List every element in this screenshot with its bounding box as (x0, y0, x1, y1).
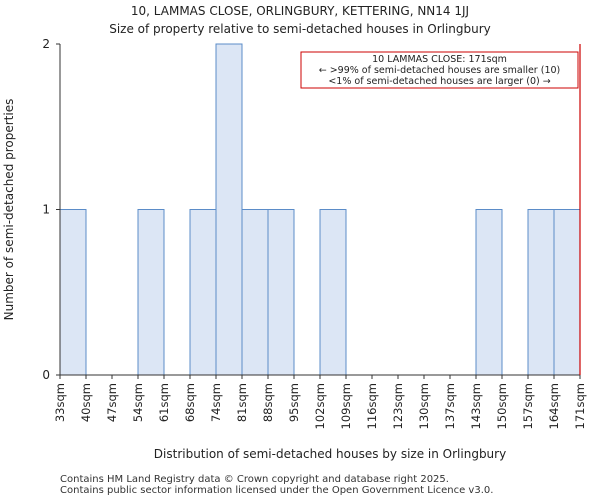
x-axis-title: Distribution of semi-detached houses by … (154, 447, 506, 461)
bar (475, 209, 503, 376)
x-tick-label: 68sqm (183, 383, 197, 422)
bar (267, 209, 295, 376)
x-tick-label: 171sqm (573, 383, 587, 429)
y-tick-label: 0 (42, 368, 50, 382)
bar (319, 209, 347, 376)
bar (59, 209, 87, 376)
chart-title: 10, LAMMAS CLOSE, ORLINGBURY, KETTERING,… (130, 4, 470, 18)
x-tick-label: 61sqm (157, 383, 171, 422)
y-tick-label: 2 (42, 37, 50, 51)
x-tick-label: 130sqm (417, 383, 431, 429)
annotation-line3: <1% of semi-detached houses are larger (… (328, 76, 550, 87)
x-tick-label: 40sqm (79, 383, 93, 422)
x-tick-label: 102sqm (313, 383, 327, 429)
x-tick-label: 123sqm (391, 383, 405, 429)
x-tick-label: 47sqm (105, 383, 119, 422)
x-tick-label: 33sqm (53, 383, 67, 422)
bar (215, 43, 243, 376)
footer-line-2: Contains public sector information licen… (60, 485, 494, 496)
y-tick-label: 1 (42, 203, 50, 217)
x-tick-label: 157sqm (521, 383, 535, 429)
x-tick-label: 143sqm (469, 383, 483, 429)
bar (241, 209, 269, 376)
footer-line-1: Contains HM Land Registry data © Crown c… (60, 474, 449, 485)
y-axis-title: Number of semi-detached properties (2, 99, 16, 321)
x-tick-label: 95sqm (287, 383, 301, 422)
bar (189, 209, 217, 376)
annotation-box (300, 51, 579, 89)
bar (553, 209, 581, 376)
x-tick-label: 150sqm (495, 383, 509, 429)
chart-subtitle: Size of property relative to semi-detach… (109, 22, 491, 36)
x-tick-label: 54sqm (131, 383, 145, 422)
x-tick-label: 137sqm (443, 383, 457, 429)
annotation-line2: ← >99% of semi-detached houses are small… (319, 65, 561, 76)
bar (137, 209, 165, 376)
x-tick-label: 164sqm (547, 383, 561, 429)
bar (527, 209, 555, 376)
x-tick-label: 74sqm (209, 383, 223, 422)
x-tick-label: 109sqm (339, 383, 353, 429)
annotation-line1: 10 LAMMAS CLOSE: 171sqm (372, 54, 507, 65)
x-tick-label: 81sqm (235, 383, 249, 422)
x-tick-label: 116sqm (365, 383, 379, 429)
x-tick-label: 88sqm (261, 383, 275, 422)
